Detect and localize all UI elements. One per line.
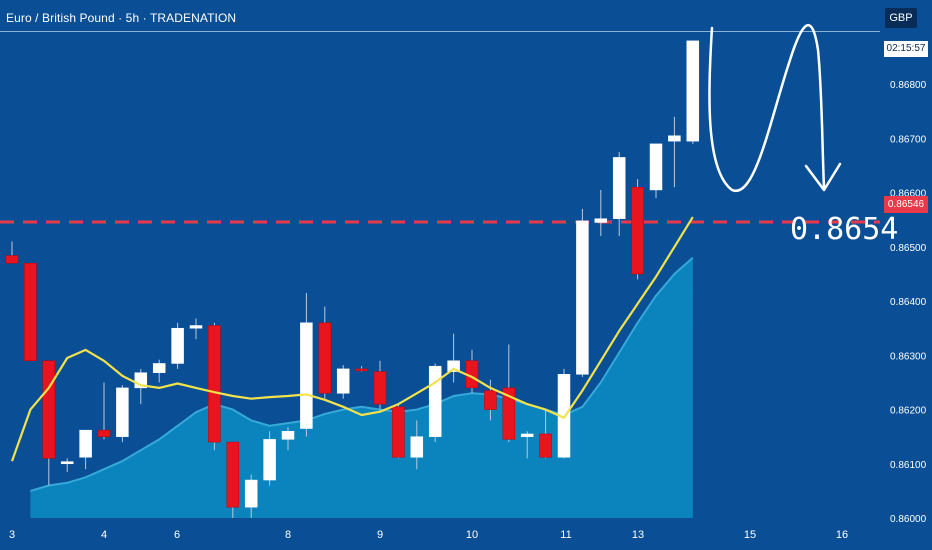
candle-body: [649, 143, 663, 191]
candle-body: [189, 325, 203, 329]
x-tick-label: 8: [285, 529, 291, 541]
last-price-tag: 0.86546: [884, 196, 928, 213]
x-tick-label: 11: [560, 529, 571, 541]
candle-body: [668, 135, 681, 142]
x-tick-label: 15: [744, 529, 756, 541]
moving-average-line: [10, 216, 694, 462]
candle-body: [502, 387, 516, 440]
candle-body: [5, 255, 19, 264]
candle-body: [539, 433, 552, 458]
candle-body: [447, 360, 460, 372]
y-tick-label: 0.86300: [890, 351, 927, 362]
y-tick-label: 0.86700: [890, 134, 927, 145]
bar-countdown: 02:15:57: [884, 41, 928, 57]
arrow-head: [804, 162, 842, 192]
candle-body: [42, 360, 56, 459]
chart-title: Euro / British Pound · 5h · TRADENATION: [6, 11, 237, 25]
candle-body: [484, 390, 497, 410]
candle-body: [171, 327, 184, 364]
y-tick-label: 0.86100: [890, 460, 927, 471]
candle-body: [300, 322, 313, 429]
x-tick-label: 16: [836, 529, 848, 541]
x-tick-label: 6: [174, 529, 180, 541]
y-tick-label: 0.86000: [890, 514, 927, 525]
y-tick-label: 0.86600: [890, 189, 927, 200]
candle-body: [410, 436, 424, 458]
area-outline: [30, 256, 694, 492]
candle-body: [208, 325, 221, 443]
projection-path: [708, 24, 826, 193]
y-tick-label: 0.86800: [890, 80, 927, 91]
y-tick-label: 0.86400: [890, 297, 927, 308]
candle-body: [226, 441, 240, 508]
candle-body: [116, 387, 129, 437]
y-tick-label: 0.86500: [890, 243, 927, 254]
candle-body: [686, 40, 700, 142]
candle-body: [612, 157, 626, 219]
candle-body: [318, 322, 332, 394]
x-tick-label: 4: [101, 529, 107, 541]
candle-body: [631, 186, 644, 275]
candle-body: [373, 371, 387, 405]
candle-body: [60, 461, 74, 465]
y-tick-label: 0.86200: [890, 406, 927, 417]
candle-body: [355, 368, 368, 372]
candle-body: [24, 262, 37, 362]
candle-body: [594, 218, 608, 223]
candle-body: [263, 439, 276, 481]
candle-body: [392, 406, 405, 458]
candle-body: [576, 220, 589, 375]
candle-body: [520, 433, 534, 437]
candle-body: [244, 479, 258, 508]
x-tick-label: 3: [9, 529, 15, 541]
candle-body: [152, 363, 166, 373]
candle-body: [79, 429, 92, 458]
x-tick-label: 13: [632, 529, 644, 541]
candle-body: [336, 368, 350, 394]
x-tick-label: 10: [466, 529, 478, 541]
target-price-label: 0.8654: [790, 212, 899, 247]
x-tick-label: 9: [377, 529, 383, 541]
candle-body: [281, 430, 295, 440]
candle-body: [428, 365, 442, 437]
candle-body: [97, 429, 111, 437]
currency-button[interactable]: GBP: [885, 8, 917, 28]
